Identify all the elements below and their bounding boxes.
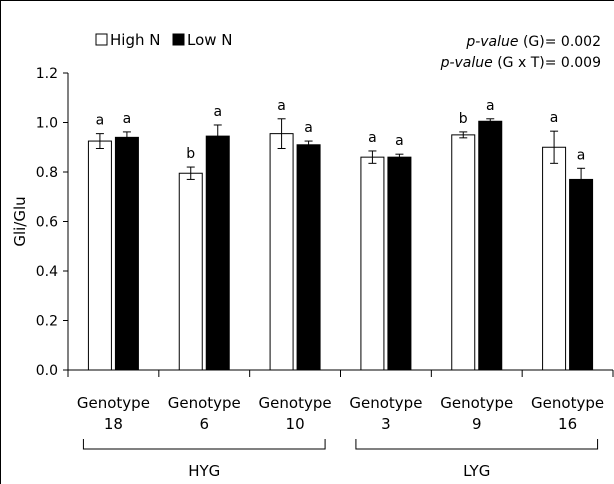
significance-letter: a — [213, 104, 222, 120]
group-label: HYG — [188, 462, 220, 480]
significance-letter: a — [577, 147, 586, 163]
x-category-label: Genotype — [77, 394, 150, 412]
legend: High N Low N — [95, 31, 233, 49]
x-category-label: Genotype — [349, 394, 422, 412]
legend-swatch-high-n — [95, 33, 108, 46]
group-label: LYG — [463, 462, 490, 480]
x-category-number: 6 — [199, 415, 209, 433]
y-tick-label: 0.4 — [36, 264, 58, 280]
x-category-label: Genotype — [168, 394, 241, 412]
y-tick-label: 0.2 — [36, 314, 58, 330]
y-tick-label: 0.8 — [36, 165, 58, 181]
bar-low-n — [205, 135, 230, 371]
legend-swatch-low-n — [172, 33, 185, 46]
bar-low-n — [478, 120, 503, 371]
y-axis-label: Gli/Glu — [11, 196, 29, 246]
legend-label-low-n: Low N — [187, 31, 233, 49]
group-bracket — [355, 439, 599, 450]
x-category-label: Genotype — [259, 394, 332, 412]
significance-letter: a — [368, 130, 377, 146]
x-category-number: 9 — [472, 415, 482, 433]
p-value-text: (G x T)= 0.009 — [493, 55, 601, 71]
bar-high-n — [87, 140, 112, 371]
x-category-number: 18 — [104, 415, 123, 433]
x-category-label: Genotype — [440, 394, 513, 412]
bar-low-n — [569, 178, 594, 371]
y-tick-label: 1.2 — [36, 66, 58, 82]
bar-high-n — [451, 134, 476, 371]
x-category-number: 16 — [558, 415, 577, 433]
p-value-annotation: p-value (G x T)= 0.009 — [440, 55, 601, 71]
x-category-number: 3 — [381, 415, 391, 433]
bar-high-n — [269, 133, 294, 371]
bar-low-n — [114, 136, 139, 371]
significance-letter: b — [459, 111, 468, 127]
significance-letter: a — [304, 120, 313, 136]
significance-letter: b — [186, 146, 195, 162]
significance-letter: a — [96, 113, 105, 129]
significance-letter: a — [123, 111, 132, 127]
bar-low-n — [296, 144, 321, 371]
p-value-text: (G)= 0.002 — [519, 34, 601, 50]
p-value-italic: p-value — [465, 34, 518, 50]
y-tick-label: 0.0 — [36, 363, 58, 379]
y-tick-label: 1.0 — [36, 116, 58, 132]
y-axis: 0.0 0.2 0.4 0.6 0.8 1.0 1.2 Gli/Glu — [11, 66, 69, 379]
bar-high-n — [360, 156, 385, 371]
p-value-italic: p-value — [440, 55, 493, 71]
significance-letter: a — [395, 133, 404, 149]
x-axis: Genotype 18 Genotype 6 Genotype 10 Genotype 3 Ge… — [67, 369, 614, 480]
bars-layer: a a b a a a a a b a a a — [87, 98, 594, 371]
p-value-annotation: p-value (G)= 0.002 — [465, 34, 601, 50]
bar-low-n — [387, 156, 412, 371]
bar-high-n — [542, 146, 567, 371]
x-category-number: 10 — [286, 415, 305, 433]
x-category-label: Genotype — [531, 394, 604, 412]
significance-letter: a — [486, 98, 495, 114]
group-bracket — [82, 439, 326, 450]
significance-letter: a — [550, 110, 559, 126]
legend-label-high-n: High N — [110, 31, 160, 49]
significance-letter: a — [277, 98, 286, 114]
bar-high-n — [178, 172, 203, 371]
y-tick-label: 0.6 — [36, 215, 58, 231]
